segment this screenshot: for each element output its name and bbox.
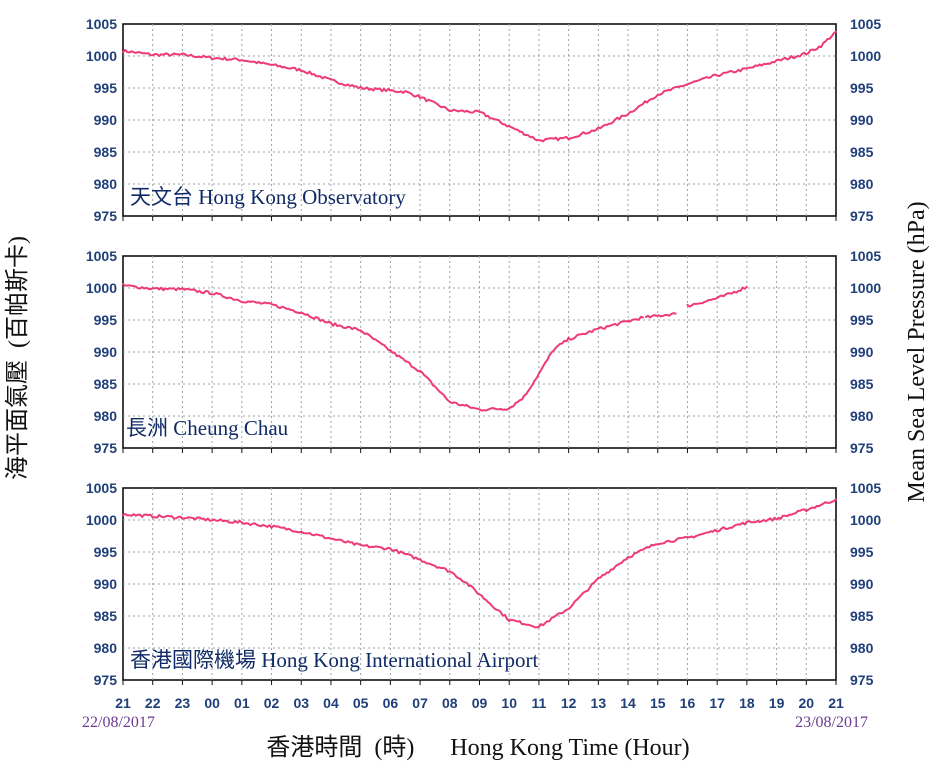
panel-3: 975 975 980 980 985 985 990 990 995 995 1000 1000 10… [86, 480, 882, 688]
y-tick-label-left: 995 [94, 312, 118, 328]
y-tick-label-right: 985 [850, 608, 874, 624]
x-axis-title: 香港時間 (時) Hong Kong Time (Hour) [266, 734, 689, 761]
y-tick-label-right: 990 [850, 112, 874, 128]
y-tick-label-left: 1000 [86, 280, 117, 296]
y-tick-label-right: 980 [850, 176, 874, 192]
x-tick-label: 04 [323, 695, 339, 711]
y-tick-label-right: 975 [850, 672, 874, 688]
x-tick-label: 22 [145, 695, 161, 711]
y-tick-label-left: 1005 [86, 480, 117, 496]
x-tick-label: 13 [591, 695, 607, 711]
x-tick-label: 21 [828, 695, 844, 711]
x-tick-label: 11 [532, 695, 547, 711]
pressure-series-line-1 [122, 498, 837, 629]
y-tick-label-left: 990 [94, 576, 118, 592]
x-tick-label: 23 [175, 695, 191, 711]
y-tick-label-right: 995 [850, 312, 874, 328]
y-tick-label-right: 1000 [850, 48, 881, 64]
y-tick-label-right: 1000 [850, 280, 881, 296]
station-label: 香港國際機場 Hong Kong International Airport [130, 648, 538, 672]
y-tick-label-right: 985 [850, 144, 874, 160]
y-axis-title-right: Mean Sea Level Pressure (hPa) [904, 201, 930, 502]
y-axis-title-left: 海平面氣壓 (百帕斯卡) [4, 236, 31, 480]
y-tick-label-right: 995 [850, 544, 874, 560]
pressure-series-line-1 [122, 30, 837, 143]
x-tick-label: 06 [383, 695, 399, 711]
y-tick-label-right: 975 [850, 440, 874, 456]
panel-2: 975 975 980 980 985 985 990 990 995 995 1000 1000 10… [86, 248, 882, 456]
y-tick-label-left: 985 [94, 376, 118, 392]
x-axis: 21 22 23 00 01 02 03 04 05 06 07 08 09 10 11 12 13 14 15 16… [115, 695, 844, 711]
y-tick-label-right: 980 [850, 408, 874, 424]
x-tick-label: 20 [799, 695, 815, 711]
y-tick-label-left: 1005 [86, 248, 117, 264]
x-tick-label: 07 [412, 695, 428, 711]
y-tick-label-right: 1000 [850, 512, 881, 528]
y-tick-label-left: 990 [94, 112, 118, 128]
end-date-label: 23/08/2017 [795, 714, 868, 731]
x-tick-label: 19 [769, 695, 785, 711]
y-tick-label-right: 985 [850, 376, 874, 392]
y-tick-label-right: 990 [850, 576, 874, 592]
x-tick-label: 18 [739, 695, 755, 711]
y-tick-label-right: 995 [850, 80, 874, 96]
x-tick-label: 09 [472, 695, 488, 711]
y-tick-label-right: 975 [850, 208, 874, 224]
y-tick-label-left: 995 [94, 544, 118, 560]
y-tick-label-right: 990 [850, 344, 874, 360]
y-tick-label-right: 980 [850, 640, 874, 656]
y-tick-label-left: 990 [94, 344, 118, 360]
y-tick-label-right: 1005 [850, 248, 881, 264]
y-tick-label-left: 1000 [86, 48, 117, 64]
pressure-series-line-2 [644, 312, 677, 319]
start-date-label: 22/08/2017 [82, 714, 155, 731]
y-tick-label-left: 975 [94, 208, 118, 224]
y-tick-label-left: 1000 [86, 512, 117, 528]
chart-panels: 975 975 980 980 985 985 990 990 995 995 1000 1000 10… [86, 16, 882, 688]
y-tick-label-left: 1005 [86, 16, 117, 32]
x-tick-label: 21 [115, 695, 131, 711]
y-tick-label-left: 985 [94, 608, 118, 624]
station-label: 天文台 Hong Kong Observatory [130, 185, 406, 209]
x-tick-label: 12 [561, 695, 577, 711]
y-tick-label-left: 995 [94, 80, 118, 96]
station-label: 長洲 Cheung Chau [126, 416, 289, 440]
x-tick-label: 15 [650, 695, 666, 711]
x-tick-label: 08 [442, 695, 458, 711]
x-tick-label: 03 [293, 695, 309, 711]
pressure-series-line-3 [686, 285, 748, 308]
y-tick-label-right: 1005 [850, 16, 881, 32]
y-tick-label-left: 985 [94, 144, 118, 160]
panel-1: 975 975 980 980 985 985 990 990 995 995 1000 1000 10… [86, 16, 882, 224]
x-tick-label: 16 [680, 695, 696, 711]
x-tick-label: 02 [264, 695, 280, 711]
x-tick-label: 01 [234, 695, 250, 711]
y-tick-label-left: 975 [94, 440, 118, 456]
y-tick-label-left: 980 [94, 640, 118, 656]
x-tick-label: 05 [353, 695, 369, 711]
pressure-series-line-1 [122, 283, 644, 412]
x-tick-label: 17 [709, 695, 725, 711]
x-tick-label: 00 [204, 695, 220, 711]
y-tick-label-right: 1005 [850, 480, 881, 496]
y-tick-label-left: 975 [94, 672, 118, 688]
y-tick-label-left: 980 [94, 176, 118, 192]
y-tick-label-left: 980 [94, 408, 118, 424]
x-tick-label: 10 [501, 695, 517, 711]
x-tick-label: 14 [620, 695, 636, 711]
